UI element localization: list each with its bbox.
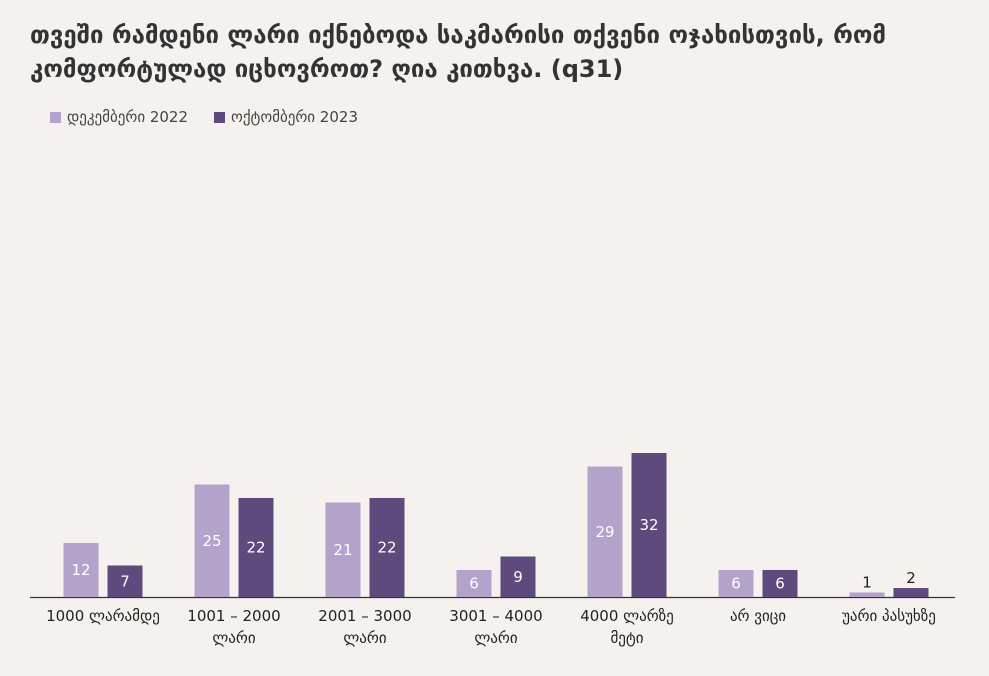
bar-series-2-cat-7 (893, 588, 929, 597)
bar-series-1-cat-3 (325, 502, 361, 597)
data-label-series-1-cat-3: 21 (333, 541, 352, 559)
bar-series-2-cat-4 (500, 556, 536, 597)
data-label-series-2-cat-4: 9 (513, 568, 523, 586)
data-label-series-1-cat-1: 12 (71, 561, 90, 579)
bar-series-2-cat-5 (631, 453, 667, 597)
bar-series-2-cat-3 (369, 498, 405, 597)
data-label-series-2-cat-7: 2 (906, 569, 916, 587)
category-label-4: 3001 – 4000 ლარი (449, 607, 543, 647)
category-label-2: 1001 – 2000 ლარი (187, 607, 281, 647)
category-label-1: 1000 ლარამდე (46, 607, 160, 625)
bar-series-2-cat-6 (762, 570, 798, 597)
bar-series-1-cat-6 (718, 570, 754, 597)
legend-label-series-2: ოქტომბერი 2023 (231, 108, 358, 126)
data-label-series-2-cat-2: 22 (246, 539, 265, 557)
legend-swatch-series-2 (214, 111, 226, 123)
data-label-series-1-cat-5: 29 (595, 523, 614, 541)
legend-swatch-series-1 (50, 111, 61, 123)
bar-series-1-cat-5 (587, 466, 623, 597)
bar-series-1-cat-7 (849, 592, 885, 597)
bar-series-1-cat-4 (456, 570, 492, 597)
data-label-series-2-cat-1: 7 (120, 572, 130, 590)
bar-series-2-cat-1 (107, 565, 143, 597)
category-label-3: 2001 – 3000 ლარი (318, 607, 412, 647)
bar-series-1-cat-1 (63, 543, 99, 597)
data-label-series-1-cat-6: 6 (731, 575, 741, 593)
data-label-series-2-cat-6: 6 (775, 575, 785, 593)
data-label-series-1-cat-7: 1 (862, 574, 872, 592)
legend-item-series-2: ოქტომბერი 2023 (214, 108, 358, 126)
category-label-7: უარი პასუხზე (842, 607, 936, 625)
category-label-6: არ ვიცი (729, 607, 787, 625)
chart-title: თვეში რამდენი ლარი იქნებოდა საკმარისი თქ… (30, 21, 887, 83)
bar-series-2-cat-2 (238, 498, 274, 597)
legend: დეკემბერი 2022 ოქტომბერი 2023 (50, 108, 358, 126)
data-label-series-2-cat-3: 22 (377, 539, 396, 557)
data-label-series-2-cat-5: 32 (639, 516, 658, 534)
legend-label-series-1: დეკემბერი 2022 (67, 108, 189, 126)
category-label-5: 4000 ლარზე მეტი (580, 607, 674, 647)
legend-item-series-1: დეკემბერი 2022 (50, 108, 188, 126)
data-label-series-1-cat-4: 6 (469, 575, 479, 593)
data-label-series-1-cat-2: 25 (202, 532, 221, 550)
bar-series-1-cat-2 (194, 484, 230, 597)
